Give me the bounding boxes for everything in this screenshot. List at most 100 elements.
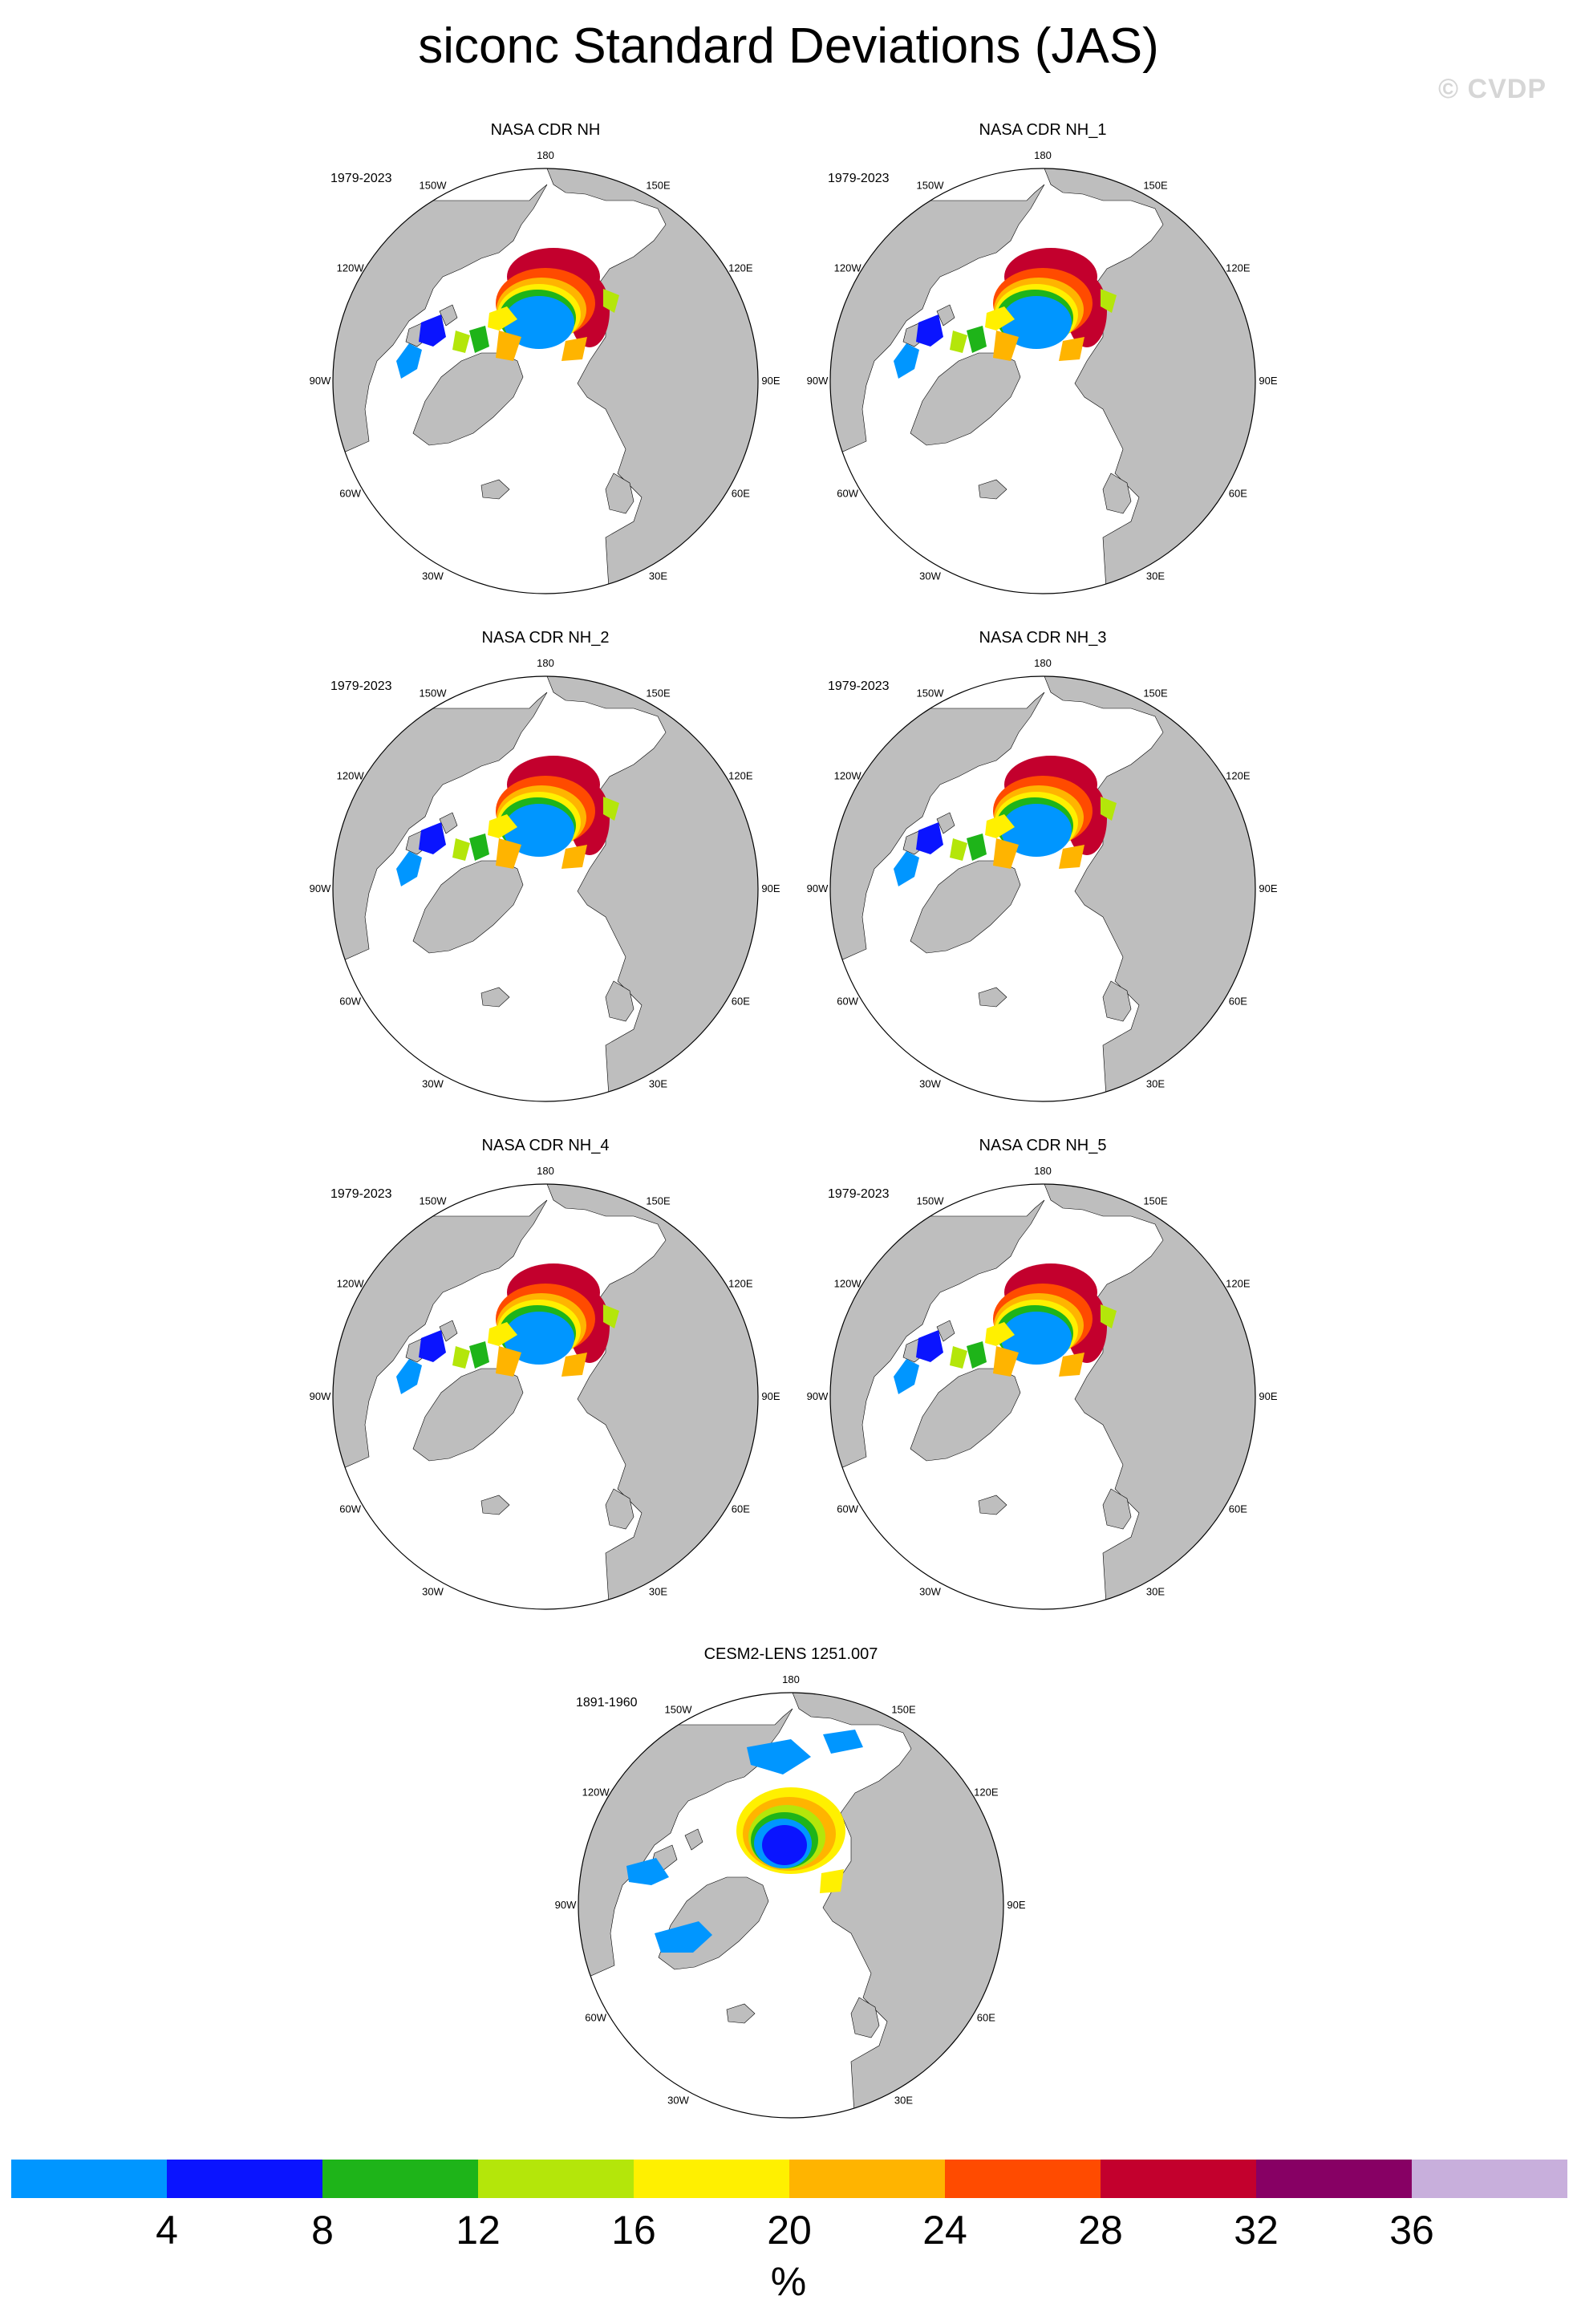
north-america-land	[333, 692, 548, 966]
greenland-land	[412, 352, 524, 446]
ice-core-0-4	[504, 296, 574, 349]
colorbar-segment	[478, 2160, 634, 2198]
longitude-label: 60E	[1229, 488, 1247, 500]
polar-map: 180 150E 120E 90E 60E 30E 0 30W 60W 90W 120W 150W	[807, 657, 1278, 1109]
ice-patch-12-16	[469, 833, 489, 861]
longitude-label: 90E	[1259, 882, 1277, 894]
longitude-label: 30W	[667, 2094, 689, 2106]
polar-map: 180 150E 120E 90E 60E 30E 0 30W 60W 90W 120W 150W	[310, 657, 780, 1109]
map-content	[333, 168, 758, 594]
longitude-label: 120E	[1226, 262, 1251, 274]
longitude-label: 150W	[420, 687, 448, 700]
longitude-label: 180	[537, 1165, 554, 1177]
map-content	[578, 1693, 1003, 2118]
longitude-label: 90W	[807, 1390, 829, 1402]
ice-patch-4-8	[894, 1359, 919, 1394]
period-label: 1979-2023	[828, 1187, 890, 1201]
colorbar-tick-label: 32	[1234, 2208, 1279, 2253]
greenland-land	[910, 1368, 1021, 1462]
ice-patch-16-20	[603, 797, 619, 821]
ice-patch-24-28	[561, 1353, 587, 1377]
ice-patch-8-12	[916, 314, 943, 347]
ice-patch-20-24	[985, 306, 1015, 331]
ice-patch-12-16	[469, 1341, 489, 1369]
colorbar-segment	[322, 2160, 478, 2198]
ice-patch-20-24	[488, 1322, 517, 1346]
longitude-label: 90W	[310, 375, 331, 387]
colorbar-tick-label: 28	[1078, 2208, 1123, 2253]
longitude-label: 0	[542, 1616, 548, 1617]
period-label: 1979-2023	[330, 679, 392, 693]
longitude-label: 90E	[761, 375, 780, 387]
longitude-label: 180	[537, 149, 554, 161]
map-panel-nasa-cdr-nh-2: NASA CDR NH_2 1979-2023 180 150E 120E 90E 60…	[289, 628, 802, 1109]
longitude-label: 90W	[807, 375, 829, 387]
longitude-label: 30E	[649, 1585, 667, 1597]
greenland-land	[910, 352, 1021, 446]
longitude-label: 90W	[310, 882, 331, 894]
map-panel-cesm2-lens: CESM2-LENS 1251.007 1891-1960 180 150E 120…	[534, 1645, 1048, 2126]
ice-patch-4-8	[823, 1730, 863, 1754]
polar-map: 180 150E 120E 90E 60E 30E 0 30W 60W 90W 120W 150W	[310, 149, 780, 602]
colorbar-segment	[1412, 2160, 1567, 2198]
longitude-label: 150E	[1143, 687, 1168, 700]
ice-core-0-4	[1001, 1312, 1072, 1365]
ice-core-0-4	[504, 1312, 574, 1365]
ice-patch-24-28	[496, 1346, 521, 1377]
scandinavia-land	[605, 473, 634, 514]
ice-core-0-4	[504, 804, 574, 857]
longitude-label: 120E	[1226, 770, 1251, 782]
ice-patch-4-8	[894, 343, 919, 379]
arctic-island-land	[684, 1828, 703, 1851]
longitude-label: 150W	[917, 1195, 945, 1207]
map-content	[333, 676, 758, 1101]
iceland-land	[726, 2003, 756, 2024]
colorbar-tick-label: 20	[767, 2208, 812, 2253]
polar-map: 180 150E 120E 90E 60E 30E 0 30W 60W 90W 120W 150W	[807, 149, 1278, 602]
colorbar-segment	[1256, 2160, 1412, 2198]
ice-patch-20-24	[820, 1869, 844, 1893]
period-label: 1979-2023	[330, 1187, 392, 1201]
ice-patch-8-12	[916, 1330, 943, 1362]
longitude-label: 150E	[891, 1704, 916, 1716]
longitude-label: 60E	[1229, 1503, 1247, 1515]
longitude-label: 60W	[585, 2012, 606, 2024]
panel-title: NASA CDR NH_4	[481, 1137, 610, 1154]
ice-patch-24-28	[1059, 845, 1084, 869]
longitude-label: 120W	[582, 1787, 610, 1799]
greenland-land	[412, 860, 524, 954]
ice-core-0-4	[1001, 296, 1072, 349]
map-border	[332, 675, 759, 1102]
longitude-label: 0	[1040, 1616, 1045, 1617]
longitude-label: 60W	[339, 996, 361, 1008]
panel-title: NASA CDR NH_2	[481, 629, 610, 647]
period-label: 1979-2023	[828, 679, 890, 693]
ice-patch-24-28	[1059, 1353, 1084, 1377]
iceland-land	[978, 987, 1007, 1008]
longitude-label: 60E	[977, 2012, 995, 2024]
ice-patch-4-8	[655, 1921, 712, 1953]
longitude-label: 90E	[761, 1390, 780, 1402]
scandinavia-land	[850, 1997, 880, 2038]
longitude-label: 60E	[1229, 996, 1247, 1008]
longitude-label: 60W	[837, 1503, 858, 1515]
longitude-label: 120E	[1226, 1278, 1251, 1290]
map-panel-nasa-cdr-nh: NASA CDR NH 1979-2023 180 150E 120E 90E 60E 3…	[289, 120, 802, 602]
longitude-label: 150E	[646, 180, 671, 192]
longitude-label: 150W	[917, 687, 945, 700]
panel-title: NASA CDR NH	[490, 121, 601, 139]
map-border	[829, 1183, 1256, 1610]
colorbar	[11, 2160, 1567, 2198]
ice-patch-20-24	[985, 1322, 1015, 1346]
ice-core-0-4	[762, 1825, 807, 1865]
longitude-label: 120E	[974, 1787, 999, 1799]
ice-patch-4-8	[894, 851, 919, 886]
ice-patch-16-20	[950, 838, 967, 861]
figure-title: siconc Standard Deviations (JAS)	[418, 18, 1159, 74]
colorbar-segment	[634, 2160, 789, 2198]
scandinavia-land	[1102, 980, 1132, 1022]
map-content	[830, 168, 1255, 594]
longitude-label: 0	[1040, 600, 1045, 602]
ice-patch-16-20	[603, 289, 619, 313]
longitude-label: 30E	[894, 2094, 913, 2106]
